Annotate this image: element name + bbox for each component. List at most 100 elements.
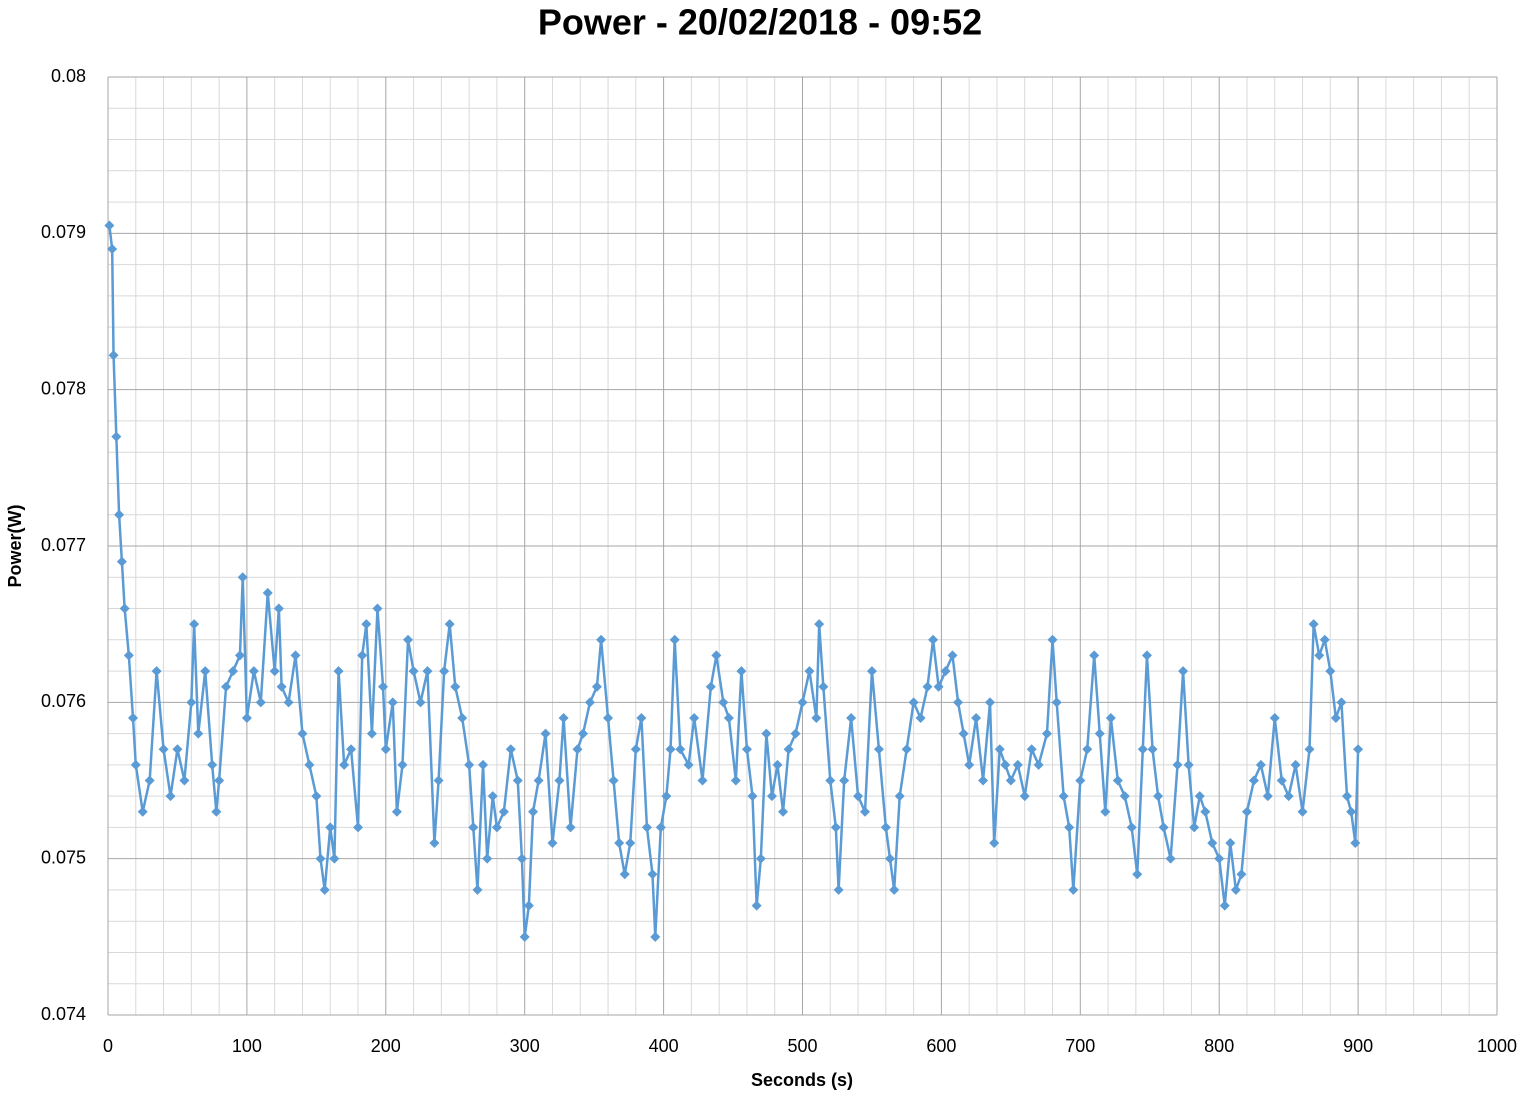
marker bbox=[130, 759, 141, 770]
marker bbox=[1290, 759, 1301, 770]
marker bbox=[433, 775, 444, 786]
marker bbox=[179, 775, 190, 786]
marker bbox=[378, 681, 389, 692]
x-tick-label: 900 bbox=[1343, 1036, 1373, 1056]
marker bbox=[391, 806, 402, 817]
y-tick-label: 0.075 bbox=[41, 847, 86, 867]
marker bbox=[761, 728, 772, 739]
marker bbox=[1314, 650, 1325, 661]
marker bbox=[591, 681, 602, 692]
marker bbox=[1112, 775, 1123, 786]
marker bbox=[584, 697, 595, 708]
marker bbox=[730, 775, 741, 786]
marker bbox=[450, 681, 461, 692]
marker bbox=[464, 759, 475, 770]
marker bbox=[1041, 728, 1052, 739]
marker bbox=[241, 712, 252, 723]
x-tick-label: 400 bbox=[649, 1036, 679, 1056]
marker bbox=[636, 712, 647, 723]
marker bbox=[697, 775, 708, 786]
marker bbox=[947, 650, 958, 661]
marker bbox=[1005, 775, 1016, 786]
marker bbox=[1019, 791, 1030, 802]
marker bbox=[104, 220, 115, 231]
marker bbox=[214, 775, 225, 786]
marker bbox=[741, 744, 752, 755]
marker bbox=[158, 744, 169, 755]
marker bbox=[830, 822, 841, 833]
marker bbox=[751, 900, 762, 911]
marker bbox=[811, 712, 822, 723]
marker bbox=[922, 681, 933, 692]
marker bbox=[353, 822, 364, 833]
marker bbox=[669, 634, 680, 645]
marker bbox=[1207, 838, 1218, 849]
marker bbox=[1089, 650, 1100, 661]
marker bbox=[528, 806, 539, 817]
marker bbox=[498, 806, 509, 817]
marker bbox=[116, 556, 127, 567]
marker bbox=[572, 744, 583, 755]
marker bbox=[1262, 791, 1273, 802]
marker bbox=[1147, 744, 1158, 755]
marker bbox=[915, 712, 926, 723]
x-tick-label: 300 bbox=[510, 1036, 540, 1056]
marker bbox=[1319, 634, 1330, 645]
marker bbox=[901, 744, 912, 755]
marker bbox=[408, 666, 419, 677]
marker bbox=[683, 759, 694, 770]
marker bbox=[705, 681, 716, 692]
data-line bbox=[108, 225, 1360, 939]
marker bbox=[1189, 822, 1200, 833]
marker bbox=[1183, 759, 1194, 770]
marker bbox=[137, 806, 148, 817]
marker bbox=[478, 759, 489, 770]
marker bbox=[1330, 712, 1341, 723]
x-tick-label: 200 bbox=[371, 1036, 401, 1056]
marker bbox=[1075, 775, 1086, 786]
y-tick-label: 0.08 bbox=[51, 66, 86, 86]
marker bbox=[540, 728, 551, 739]
marker bbox=[505, 744, 516, 755]
marker bbox=[578, 728, 589, 739]
marker bbox=[958, 728, 969, 739]
marker bbox=[1105, 712, 1116, 723]
marker bbox=[1058, 791, 1069, 802]
y-tick-label: 0.074 bbox=[41, 1004, 86, 1024]
marker bbox=[1283, 791, 1294, 802]
marker bbox=[193, 728, 204, 739]
marker bbox=[1308, 619, 1319, 630]
marker bbox=[422, 666, 433, 677]
marker bbox=[211, 806, 222, 817]
marker bbox=[1214, 853, 1225, 864]
marker bbox=[1269, 712, 1280, 723]
marker bbox=[1200, 806, 1211, 817]
marker bbox=[603, 712, 614, 723]
marker bbox=[439, 666, 450, 677]
marker bbox=[797, 697, 808, 708]
marker bbox=[866, 666, 877, 677]
marker bbox=[339, 759, 350, 770]
marker bbox=[315, 853, 326, 864]
marker bbox=[790, 728, 801, 739]
marker bbox=[1132, 869, 1143, 880]
marker bbox=[1141, 650, 1152, 661]
marker bbox=[908, 697, 919, 708]
marker bbox=[1241, 806, 1252, 817]
marker bbox=[989, 838, 1000, 849]
marker bbox=[565, 822, 576, 833]
marker bbox=[1353, 744, 1364, 755]
marker bbox=[311, 791, 322, 802]
marker bbox=[523, 900, 534, 911]
marker bbox=[1230, 884, 1241, 895]
x-tick-label: 600 bbox=[926, 1036, 956, 1056]
marker bbox=[346, 744, 357, 755]
chart-title: Power - 20/02/2018 - 09:52 bbox=[538, 2, 982, 43]
marker bbox=[978, 775, 989, 786]
marker bbox=[144, 775, 155, 786]
marker bbox=[860, 806, 871, 817]
marker bbox=[200, 666, 211, 677]
marker bbox=[985, 697, 996, 708]
marker bbox=[1219, 900, 1230, 911]
y-tick-label: 0.079 bbox=[41, 222, 86, 242]
